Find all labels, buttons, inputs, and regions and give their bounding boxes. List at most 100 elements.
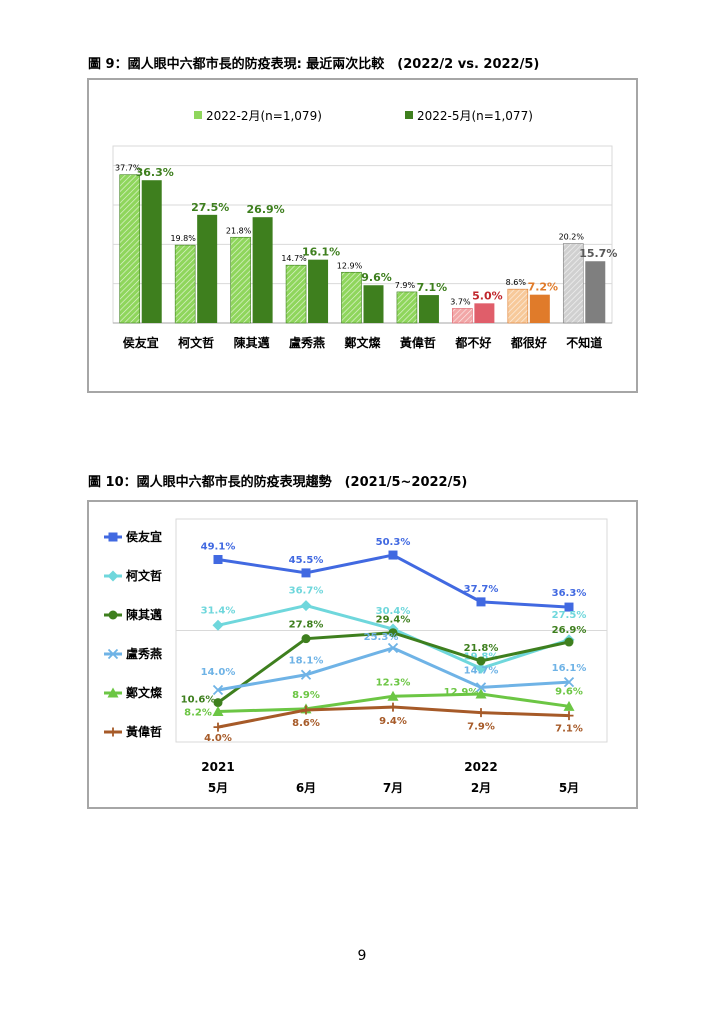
line-point-3-3: [475, 682, 487, 693]
line-legend-marker-4: [107, 687, 119, 698]
bar-feb-label-4: 12.9%: [337, 261, 363, 270]
line-label-5-2: 9.4%: [379, 716, 407, 727]
bar-may-label-8: 15.7%: [579, 247, 617, 260]
line-legend-label-2: 陳其邁: [126, 607, 162, 622]
line-point-2-0: [213, 698, 223, 708]
line-label-5-4: 7.1%: [555, 724, 583, 735]
bar-may-0: [141, 180, 162, 323]
line-month-label-0: 5月: [208, 781, 228, 795]
bar-category-4: 鄭文燦: [343, 335, 381, 350]
bar-may-8: [585, 261, 606, 323]
line-label-4-2: 12.3%: [376, 677, 411, 688]
line-legend-label-3: 盧秀燕: [126, 646, 162, 661]
bar-category-2: 陳其邁: [234, 335, 270, 350]
line-label-2-1: 27.8%: [289, 620, 324, 631]
line-label-1-2: 30.4%: [376, 606, 411, 617]
bar-feb-label-3: 14.7%: [281, 254, 307, 263]
bar-legend-swatch-1: [405, 111, 413, 119]
line-label-5-0: 4.0%: [204, 733, 232, 744]
line-legend-label-1: 柯文哲: [126, 568, 162, 583]
line-point-3-1: [300, 669, 312, 680]
bar-feb-0: [119, 174, 141, 324]
line-label-0-3: 37.7%: [464, 584, 499, 595]
bar-chart-frame: [87, 78, 638, 393]
bar-may-7: [529, 294, 550, 323]
bar-feb-label-0: 37.7%: [115, 164, 141, 173]
line-point-2-4: [564, 637, 574, 647]
line-label-3-0: 14.0%: [201, 667, 236, 678]
line-label-2-3: 21.8%: [464, 643, 499, 654]
line-point-0-4: [564, 602, 574, 612]
line-legend-marker-0: [108, 532, 118, 542]
bar-may-2: [252, 217, 273, 323]
line-legend-label-0: 侯友宜: [126, 529, 162, 544]
line-point-2-2: [388, 628, 398, 638]
line-month-label-2: 7月: [383, 781, 403, 795]
bar-category-7: 都很好: [510, 335, 547, 350]
bar-may-5: [418, 295, 439, 323]
line-label-4-0: 8.2%: [184, 708, 212, 719]
bar-feb-label-8: 20.2%: [559, 233, 585, 242]
line-label-3-4: 16.1%: [552, 663, 587, 674]
bar-may-1: [197, 214, 218, 323]
line-label-4-3: 12.9%: [444, 687, 479, 698]
line-label-0-2: 50.3%: [376, 537, 411, 548]
line-month-label-3: 2月: [471, 781, 491, 795]
line-label-3-1: 18.1%: [289, 656, 324, 667]
line-label-3-2: 25.3%: [364, 632, 399, 643]
line-label-4-4: 9.6%: [555, 686, 583, 697]
line-month-label-4: 5月: [559, 781, 579, 795]
line-label-3-3: 14.7%: [464, 665, 499, 676]
bar-may-label-6: 5.0%: [472, 289, 503, 302]
bar-category-3: 盧秀燕: [289, 335, 325, 350]
line-point-0-2: [388, 550, 398, 560]
line-point-1-3: [475, 662, 487, 674]
line-point-5-3: [476, 708, 486, 718]
bar-feb-2: [230, 236, 251, 324]
bar-may-4: [363, 285, 384, 323]
line-point-1-1: [300, 600, 312, 612]
line-point-3-0: [212, 684, 224, 696]
line-series-0: [217, 553, 570, 609]
line-point-4-2: [387, 690, 399, 701]
bar-may-label-3: 16.1%: [302, 246, 340, 259]
bar-feb-3: [285, 264, 307, 324]
line-point-0-0: [213, 555, 223, 565]
line-point-0-1: [301, 568, 311, 578]
bar-may-6: [474, 303, 495, 323]
line-point-5-2: [388, 702, 398, 712]
figure-10-title: 圖 10：國人眼中六都市長的防疫表現趨勢 (2021/5~2022/5): [88, 475, 468, 490]
bar-feb-8: [562, 243, 584, 324]
bar-category-6: 都不好: [454, 335, 491, 350]
line-point-2-1: [301, 634, 311, 644]
line-legend-label-4: 鄭文燦: [125, 685, 163, 700]
bar-legend-swatch-0: [194, 111, 202, 119]
bar-may-label-2: 26.9%: [247, 203, 285, 216]
bar-feb-7: [507, 288, 529, 324]
line-point-4-4: [563, 700, 575, 711]
line-year-label-0: 2021: [201, 760, 234, 774]
line-label-1-0: 31.4%: [201, 605, 236, 616]
page-number: 9: [357, 948, 367, 964]
line-year-label-3: 2022: [464, 760, 497, 774]
bar-legend-label-0: 2022-2月(n=1,079): [206, 109, 322, 123]
line-point-5-4: [564, 711, 574, 721]
line-month-label-1: 6月: [296, 781, 316, 795]
line-point-4-3: [475, 688, 487, 699]
line-point-5-1: [301, 705, 311, 715]
bar-feb-5: [396, 291, 418, 324]
line-point-3-2: [387, 642, 399, 654]
line-legend-marker-5: [108, 727, 118, 737]
bar-may-label-7: 7.2%: [528, 281, 559, 294]
line-label-2-4: 26.9%: [552, 625, 587, 636]
bar-may-label-1: 27.5%: [191, 201, 229, 214]
bar-may-label-4: 9.6%: [361, 271, 392, 284]
bar-feb-label-1: 19.8%: [170, 234, 196, 243]
bar-category-8: 不知道: [566, 335, 602, 350]
bar-category-0: 侯友宜: [123, 335, 159, 350]
line-label-1-1: 36.7%: [289, 586, 324, 597]
line-point-3-4: [563, 677, 575, 688]
line-chart-frame: [87, 500, 638, 809]
bar-feb-label-2: 21.8%: [226, 226, 252, 235]
